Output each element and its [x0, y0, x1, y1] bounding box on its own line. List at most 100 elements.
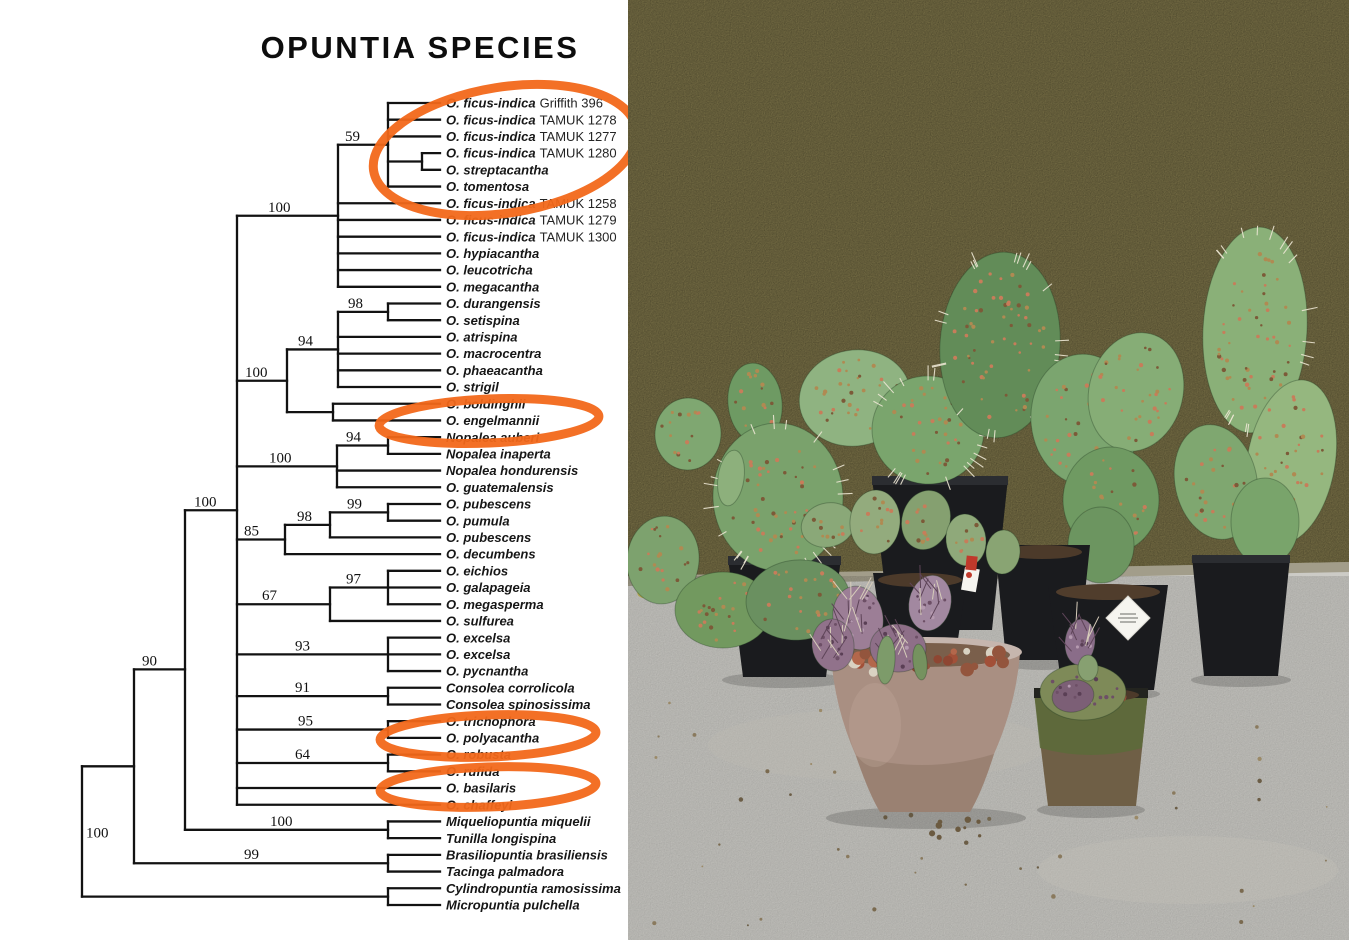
species-name: Brasiliopuntia brasiliensis [446, 847, 608, 862]
species-label: O. ficus-indica TAMUK 1278 [446, 112, 617, 127]
cactus-photo-panel [628, 0, 1349, 940]
species-label: O. ficus-indica TAMUK 1300 [446, 229, 617, 244]
plant-tags [961, 555, 1151, 641]
species-label: O. hypiacantha [446, 246, 539, 261]
species-label: O. tomentosa [446, 179, 529, 194]
species-name: Nopalea inaperta [446, 446, 551, 461]
species-name: Consolea spinosissima [446, 697, 591, 712]
cactus-pad [985, 529, 1021, 575]
bootstrap-value: 98 [297, 509, 312, 525]
species-name: O. megacantha [446, 279, 539, 294]
species-name: O. streptacantha [446, 162, 549, 177]
species-name: O. strigil [446, 380, 499, 395]
species-label: O. ficus-indica Griffith 396 [446, 96, 603, 111]
bootstrap-value: 94 [298, 333, 314, 349]
species-name: O. macrocentra [446, 346, 541, 361]
species-label: O. atrispina [446, 330, 518, 345]
species-label: Tunilla longispina [446, 831, 556, 846]
species-label: Micropuntia pulchella [446, 898, 580, 913]
species-name: O. hypiacantha [446, 246, 539, 261]
species-name: O. leucotricha [446, 263, 533, 278]
bootstrap-value: 100 [268, 200, 291, 216]
species-name: O. pumula [446, 513, 510, 528]
species-name: Consolea corrolicola [446, 680, 575, 695]
species-label: O. sulfurea [446, 614, 514, 629]
bootstrap-value: 98 [348, 296, 363, 312]
accession-code: TAMUK 1300 [540, 229, 617, 244]
bootstrap-value: 100 [86, 825, 109, 841]
opuntia-photo [628, 0, 1349, 940]
species-label: O. galapageia [446, 580, 531, 595]
accession-code: TAMUK 1279 [540, 213, 617, 228]
species-name: Tunilla longispina [446, 831, 556, 846]
accession-code: TAMUK 1278 [540, 112, 617, 127]
species-label: Consolea spinosissima [446, 697, 591, 712]
tree-branches [80, 101, 442, 907]
highlight-ellipse [375, 710, 601, 762]
bootstrap-value: 99 [244, 847, 259, 863]
bootstrap-value: 100 [269, 450, 292, 466]
bootstrap-value: 94 [346, 430, 362, 446]
cactus-pad [654, 397, 722, 471]
species-name: O. galapageia [446, 580, 531, 595]
bootstrap-value: 59 [345, 129, 360, 145]
accession-code: TAMUK 1280 [540, 146, 617, 161]
species-name: O. durangensis [446, 296, 541, 311]
bootstrap-value: 67 [262, 588, 278, 604]
bootstrap-value: 64 [295, 747, 311, 763]
cactus-pad [912, 643, 928, 681]
highlight-ellipse [368, 79, 628, 221]
species-label: Cylindropuntia ramosissima [446, 881, 621, 896]
cactus-pad [1077, 654, 1099, 682]
cactus-pads-back [654, 225, 1338, 584]
species-name: O. setispina [446, 313, 520, 328]
species-name: O. ficus-indica [446, 96, 536, 111]
species-label: O. ficus-indica TAMUK 1277 [446, 129, 617, 144]
red-plant-tag [965, 555, 978, 571]
species-name: Cylindropuntia ramosissima [446, 881, 621, 896]
crested-cactus [1039, 601, 1127, 721]
species-label: O. megacantha [446, 279, 539, 294]
species-label: O. phaeacantha [446, 363, 543, 378]
species-name: O. ficus-indica [446, 146, 536, 161]
species-label: O. leucotricha [446, 263, 533, 278]
species-label: Consolea corrolicola [446, 680, 575, 695]
species-name: O. decumbens [446, 547, 536, 562]
species-label: O. pycnantha [446, 664, 528, 679]
species-name: O. guatemalensis [446, 480, 554, 495]
soil-crumbs [929, 816, 982, 840]
species-label: O. decumbens [446, 547, 536, 562]
bootstrap-values: 59 100 98 94 100 94 100 100 99 98 85 97 67 93 91 95 64 90… [86, 129, 363, 863]
floor-stain [1038, 836, 1338, 904]
ceramic-bowl-pot [809, 565, 1022, 812]
species-label: O. setispina [446, 313, 520, 328]
highlight-ellipses [368, 79, 628, 812]
species-name: O. ficus-indica [446, 129, 536, 144]
species-label: Brasiliopuntia brasiliensis [446, 847, 608, 862]
highlight-ellipse [375, 762, 601, 812]
species-name: O. pubescens [446, 497, 531, 512]
species-label: O. basilaris [446, 781, 516, 796]
species-name: O. phaeacantha [446, 363, 543, 378]
highlight-ellipse [374, 394, 604, 448]
species-name: O. basilaris [446, 781, 516, 796]
species-name: Micropuntia pulchella [446, 898, 580, 913]
species-label: O. engelmannii [446, 413, 540, 428]
species-name: O. atrispina [446, 330, 518, 345]
species-label: O. megasperma [446, 597, 544, 612]
species-name: O. eichios [446, 563, 508, 578]
species-name: O. pubescens [446, 530, 531, 545]
phylogenetic-tree: OPUNTIA SPECIES O. ficus-indica Griffith … [80, 30, 628, 913]
bootstrap-value: 97 [346, 572, 362, 588]
page-title: OPUNTIA SPECIES [261, 30, 580, 65]
bootstrap-value: 85 [244, 523, 259, 539]
species-label: O. streptacantha [446, 162, 549, 177]
cactus-pad [1051, 679, 1095, 713]
bootstrap-value: 93 [295, 638, 310, 654]
cactus-pad [628, 515, 700, 605]
species-label: O. pubescens [446, 530, 531, 545]
species-name: Miqueliopuntia miquelii [446, 814, 591, 829]
species-label: Nopalea hondurensis [446, 463, 578, 478]
